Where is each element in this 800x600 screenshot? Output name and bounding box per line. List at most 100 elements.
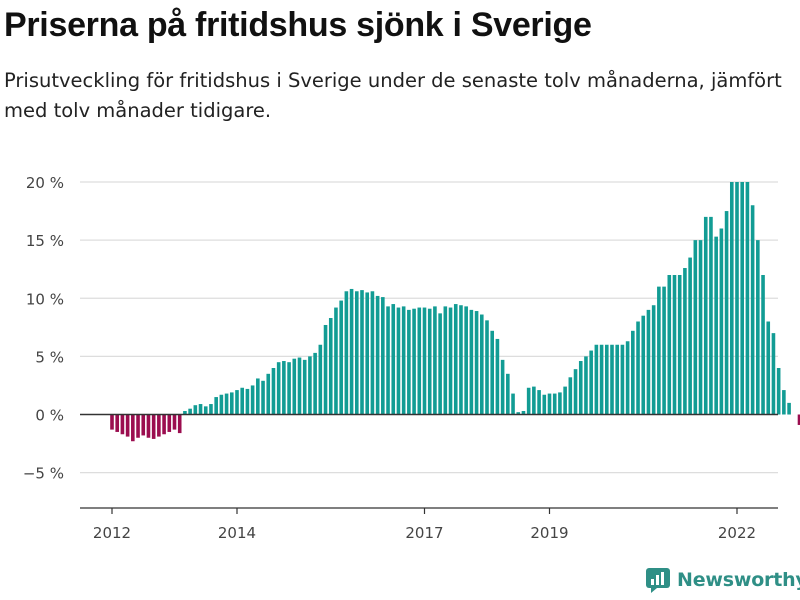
bar: [485, 320, 489, 415]
bar: [511, 393, 515, 415]
bar: [651, 305, 656, 415]
bar: [573, 369, 578, 415]
bar: [589, 350, 593, 415]
bar: [308, 356, 312, 415]
bar: [162, 414, 166, 435]
bar: [349, 288, 354, 415]
bar: [761, 275, 765, 415]
bar: [136, 414, 140, 438]
bar: [495, 338, 500, 415]
bar: [120, 414, 125, 435]
bar: [266, 373, 271, 415]
y-tick-label: 15 %: [26, 232, 64, 250]
bar: [365, 292, 370, 415]
bar: [636, 321, 640, 415]
bar: [479, 314, 484, 415]
bar: [328, 318, 333, 415]
bar: [750, 205, 755, 415]
bar: [782, 390, 786, 415]
bar: [714, 236, 718, 415]
bar: [334, 307, 338, 415]
bar: [438, 313, 442, 415]
bar: [407, 309, 411, 415]
bar: [115, 414, 120, 432]
bar: [698, 240, 703, 415]
bar: [412, 308, 416, 415]
bar: [381, 297, 385, 415]
bar: [719, 228, 724, 415]
bar: [229, 392, 234, 415]
bar: [756, 240, 760, 415]
bar: [219, 394, 224, 415]
brand-logo[interactable]: Newsworthy: [645, 567, 800, 593]
bar: [193, 405, 198, 415]
y-tick-label: 20 %: [26, 174, 64, 192]
bar: [391, 304, 396, 415]
x-tick-label: 2022: [718, 524, 756, 542]
bar: [271, 368, 276, 415]
bar: [766, 321, 771, 415]
bar: [620, 344, 625, 415]
bar: [506, 373, 510, 415]
bar: [552, 393, 557, 415]
bar: [146, 414, 151, 438]
bar: [360, 290, 364, 415]
bar: [172, 414, 177, 430]
bar: [547, 393, 552, 415]
bar: [386, 306, 390, 415]
bar: [740, 182, 744, 415]
bar: [151, 414, 156, 439]
bar: [422, 307, 427, 415]
bar: [344, 291, 349, 415]
bar: [157, 414, 161, 437]
bar: [131, 414, 135, 442]
bar: [578, 361, 583, 415]
bar: [610, 344, 614, 415]
x-tick-label: 2019: [530, 524, 568, 542]
bar: [245, 388, 250, 415]
bar: [110, 414, 114, 430]
bar: [500, 359, 505, 415]
bar: [729, 182, 734, 415]
bar: [641, 315, 646, 415]
bar: [703, 216, 708, 415]
bar: [672, 275, 677, 415]
chart-subtitle: Prisutveckling för fritidshus i Sverige …: [4, 69, 782, 122]
bar: [297, 357, 302, 415]
bar: [688, 257, 692, 415]
bar: [261, 380, 265, 415]
bar: [214, 397, 218, 415]
bar: [282, 361, 286, 415]
brand-name: Newsworthy: [677, 569, 800, 591]
bar: [599, 344, 604, 415]
y-tick-label: 10 %: [26, 290, 64, 308]
y-tick-label: 5 %: [35, 348, 64, 366]
bar: [188, 408, 192, 415]
bar: [631, 330, 635, 415]
bar: [250, 385, 255, 415]
y-tick-label: 0 %: [35, 407, 64, 425]
bar: [224, 393, 229, 415]
bar: [276, 362, 281, 415]
x-tick-label: 2012: [93, 524, 131, 542]
bar: [797, 414, 800, 425]
bar: [448, 307, 453, 415]
bar: [287, 362, 291, 415]
bar: [677, 275, 682, 415]
bar: [615, 344, 620, 415]
bar: [183, 411, 187, 415]
bar-series: [110, 182, 800, 442]
axes: 20 % 15 % 10 % 5 % 0 % −5 % 2012 2014 2017 2019 20…: [23, 174, 778, 542]
bar: [568, 377, 573, 415]
bar: [474, 311, 479, 415]
bar: [709, 216, 713, 415]
bar: [787, 402, 791, 415]
bar: [318, 344, 323, 415]
bar: [443, 306, 448, 415]
bar: [563, 386, 567, 415]
bar: [375, 295, 380, 415]
bar: [771, 333, 776, 415]
bar: [235, 390, 239, 415]
bar: [646, 309, 651, 415]
x-tick-label: 2014: [218, 524, 256, 542]
